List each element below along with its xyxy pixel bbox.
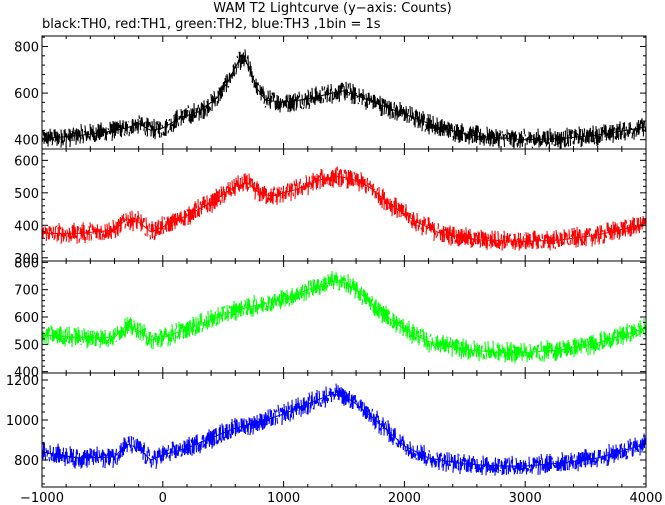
series-th3-line [42,393,646,467]
y-tick-label: 800 [14,256,39,271]
y-tick-label: 300 [14,252,39,267]
y-tick-label: 1200 [6,374,39,389]
y-tick-label: 400 [14,219,39,234]
y-tick-label: 1000 [6,414,39,429]
series-th2-line [42,280,646,353]
series-th1-line [42,176,646,243]
y-tick-label: 700 [14,284,39,299]
series-th1-noise [42,166,646,251]
y-tick-label: 400 [14,134,39,149]
y-tick-label: 500 [14,338,39,353]
y-tick-label: 600 [14,311,39,326]
x-tick-label: 4000 [629,491,662,505]
y-tick-label: 800 [14,40,39,55]
panel-th0: 400 600 800 [14,35,647,150]
panel-th3: 800 1000 1200 [6,372,647,488]
x-tick-label: 3000 [509,491,542,505]
panel-frame [41,372,647,488]
series-th2-noise [42,270,646,364]
x-tick-label: 0 [159,491,167,505]
series-th0-line [42,58,646,141]
chart-subtitle: black:TH0, red:TH1, green:TH2, blue:TH3 … [42,17,381,32]
panel-th1: 300 400 500 600 [14,148,647,267]
y-tick-label: 800 [14,454,39,469]
y-tick-label: 400 [14,366,39,381]
panel-frame [41,148,647,262]
x-tick-label: −1000 [20,491,64,505]
series-th3-noise [42,383,646,476]
y-tick-label: 600 [14,154,39,169]
x-tick-label: 2000 [388,491,421,505]
chart-title: WAM T2 Lightcurve (y−axis: Counts) [213,1,452,16]
y-tick-label: 500 [14,187,39,202]
panel-th2: 400 500 600 700 800 [14,256,647,381]
series-th0-noise [42,49,646,149]
x-tick-label: 1000 [267,491,300,505]
y-tick-label: 600 [14,87,39,102]
